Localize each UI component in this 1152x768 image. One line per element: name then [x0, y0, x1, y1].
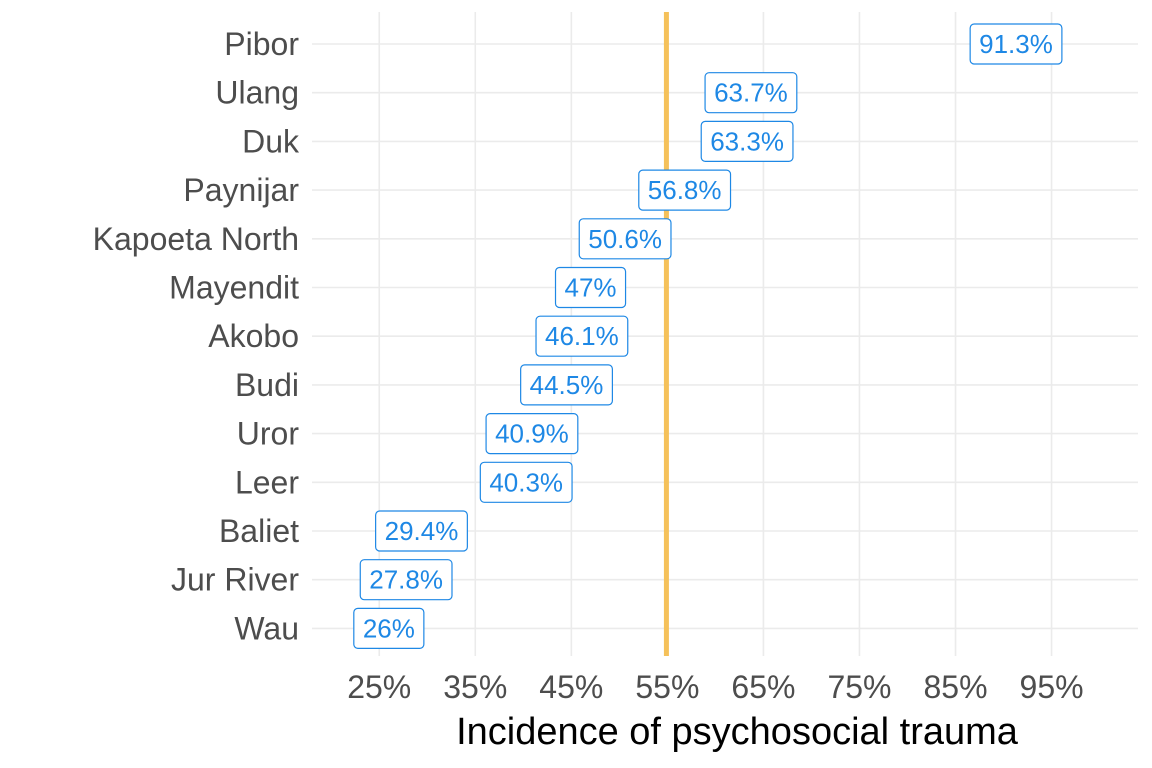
value-label-box [638, 169, 732, 211]
value-label-box [700, 120, 794, 163]
data-point: 50.6% [578, 218, 672, 260]
data-point: 29.4% [375, 510, 468, 552]
value-label-box [969, 23, 1063, 65]
value-label-box [578, 218, 672, 260]
value-label: 44.5% [530, 370, 604, 400]
value-labels: 91.3% 63.7% 63.3% 56.8% 50.6% 47% 46.1% 44.5% 40… [353, 23, 1063, 650]
data-point: 63.3% [700, 120, 794, 163]
category-label: Pibor [224, 26, 299, 62]
category-label: Wau [234, 610, 299, 646]
value-label-box [353, 607, 425, 650]
category-label: Paynijar [183, 172, 299, 208]
data-point: 40.9% [485, 413, 579, 455]
data-point: 47% [554, 266, 627, 309]
x-tick-label: 95% [1020, 669, 1084, 705]
category-label: Akobo [208, 318, 299, 354]
data-point: 27.8% [359, 559, 453, 601]
value-label-box [535, 315, 629, 357]
data-point: 91.3% [969, 23, 1063, 65]
x-tick-label: 35% [443, 669, 507, 705]
x-tick-label: 65% [731, 669, 795, 705]
category-label: Ulang [215, 75, 299, 111]
value-label: 47% [565, 273, 617, 303]
x-tick-label: 55% [635, 669, 699, 705]
value-label: 26% [363, 613, 415, 643]
value-label: 91.3% [979, 29, 1053, 59]
value-label: 50.6% [588, 224, 662, 254]
category-label: Duk [242, 123, 300, 159]
value-label: 56.8% [648, 175, 722, 205]
category-label: Baliet [219, 513, 299, 549]
value-label: 27.8% [369, 565, 443, 595]
x-tick-label: 85% [923, 669, 987, 705]
x-axis-title: Incidence of psychosocial trauma [456, 711, 1019, 753]
data-point: 40.3% [479, 461, 573, 503]
value-label-box [359, 559, 453, 601]
value-label-box [554, 266, 627, 309]
value-label-box [375, 510, 468, 552]
value-label-box [520, 364, 613, 406]
value-label: 63.3% [710, 126, 784, 156]
x-tick-labels: 25% 35% 45% 55% 65% 75% 85% 95% [347, 669, 1083, 705]
value-label: 46.1% [545, 321, 619, 351]
value-label-box [479, 461, 573, 503]
data-point: 46.1% [535, 315, 629, 357]
x-tick-label: 45% [539, 669, 603, 705]
data-point: 56.8% [638, 169, 732, 211]
value-label: 40.9% [495, 419, 569, 449]
value-label: 40.3% [489, 467, 563, 497]
category-labels: Pibor Ulang Duk Paynijar Kapoeta North Mayend… [93, 26, 300, 646]
data-point: 63.7% [704, 72, 798, 114]
value-label: 63.7% [714, 78, 788, 108]
category-label: Uror [237, 416, 300, 452]
category-label: Mayendit [169, 270, 299, 306]
value-label: 29.4% [385, 516, 459, 546]
category-label: Kapoeta North [93, 221, 299, 257]
value-label-box [485, 413, 579, 455]
data-point: 26% [353, 607, 425, 650]
data-point: 44.5% [520, 364, 613, 406]
x-tick-label: 25% [347, 669, 411, 705]
category-label: Budi [235, 367, 299, 403]
value-label-box [704, 72, 798, 114]
category-label: Jur River [171, 562, 299, 598]
x-tick-label: 75% [827, 669, 891, 705]
category-label: Leer [235, 464, 299, 500]
